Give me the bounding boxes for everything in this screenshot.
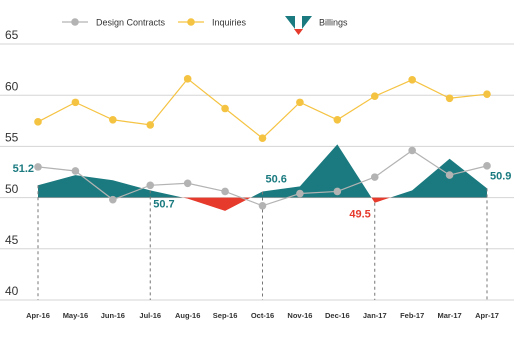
point [445, 171, 454, 179]
x-tick-label: Sep-16 [213, 311, 238, 320]
x-tick-label: Dec-16 [325, 311, 350, 320]
x-tick-label: Jul-16 [139, 311, 161, 320]
point [370, 173, 379, 181]
y-tick-label: 50 [5, 182, 19, 196]
point [258, 201, 267, 210]
value-label: 50.7 [153, 198, 174, 210]
x-tick-label: Oct-16 [251, 311, 274, 320]
x-tick-label: Jan-17 [363, 311, 387, 320]
point [370, 92, 379, 101]
x-tick-label: Apr-16 [26, 311, 50, 320]
point [146, 121, 155, 129]
value-label: 50.6 [266, 173, 287, 185]
point [34, 118, 42, 126]
point [183, 75, 192, 83]
point [258, 134, 267, 143]
x-tick-label: Nov-16 [287, 311, 312, 320]
point [408, 76, 416, 84]
point [109, 115, 117, 124]
point [408, 146, 416, 155]
point [71, 167, 80, 175]
legend-icon [294, 29, 303, 35]
point [483, 90, 491, 98]
value-label: 51.2 [13, 163, 34, 175]
legend-label: Design Contracts [96, 17, 166, 27]
legend-label: Inquiries [212, 17, 247, 27]
point [71, 98, 80, 107]
point [296, 98, 304, 107]
x-tick-label: May-16 [63, 311, 88, 320]
value-label: 49.5 [349, 209, 370, 221]
point [333, 187, 342, 196]
y-tick-label: 45 [5, 233, 19, 247]
x-tick-label: Jun-16 [101, 311, 125, 320]
point [146, 181, 155, 190]
value-label: 50.9 [490, 170, 511, 182]
x-tick-label: Aug-16 [175, 311, 200, 320]
point [221, 104, 229, 113]
point [296, 189, 304, 198]
x-tick-label: Feb-17 [400, 311, 424, 320]
point [445, 94, 454, 103]
y-tick-label: 55 [5, 131, 19, 145]
point [221, 187, 229, 196]
y-tick-label: 65 [5, 28, 19, 42]
point [34, 163, 42, 171]
point [333, 115, 342, 124]
legend-marker [71, 18, 79, 26]
billings-area [38, 144, 487, 211]
point [183, 179, 192, 188]
x-tick-label: Apr-17 [475, 311, 499, 320]
point [483, 162, 491, 170]
legend-marker [187, 18, 195, 26]
y-tick-label: 60 [5, 79, 19, 93]
legend-icon [285, 16, 312, 29]
legend-label: Billings [319, 17, 348, 27]
y-tick-label: 40 [5, 284, 19, 298]
series-line [37, 77, 488, 140]
x-tick-label: Mar-17 [437, 311, 461, 320]
point [109, 195, 117, 204]
